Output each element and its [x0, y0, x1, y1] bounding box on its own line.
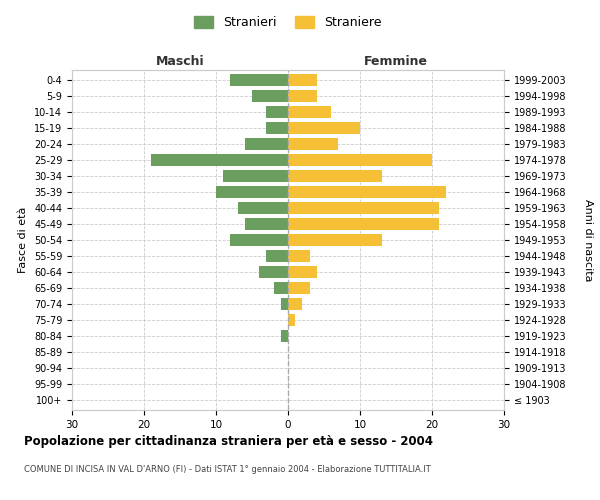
Bar [245, 218, 288, 230]
Bar [245, 138, 288, 150]
Bar [288, 202, 439, 214]
Bar [288, 138, 338, 150]
Bar [281, 330, 288, 342]
Bar [252, 90, 288, 102]
Bar [151, 154, 288, 166]
Bar [288, 74, 317, 86]
Bar [288, 314, 295, 326]
Bar [288, 282, 310, 294]
Y-axis label: Anni di nascita: Anni di nascita [583, 198, 593, 281]
Text: Popolazione per cittadinanza straniera per età e sesso - 2004: Popolazione per cittadinanza straniera p… [24, 435, 433, 448]
Bar [230, 74, 288, 86]
Bar [266, 106, 288, 118]
Bar [288, 154, 432, 166]
Bar [216, 186, 288, 198]
Bar [230, 234, 288, 246]
Bar [288, 266, 317, 278]
Bar [266, 122, 288, 134]
Bar [288, 298, 302, 310]
Bar [288, 122, 360, 134]
Legend: Stranieri, Straniere: Stranieri, Straniere [190, 11, 386, 34]
Bar [281, 298, 288, 310]
Text: Femmine: Femmine [364, 56, 428, 68]
Text: COMUNE DI INCISA IN VAL D'ARNO (FI) - Dati ISTAT 1° gennaio 2004 - Elaborazione : COMUNE DI INCISA IN VAL D'ARNO (FI) - Da… [24, 465, 431, 474]
Bar [288, 234, 382, 246]
Bar [288, 186, 446, 198]
Bar [223, 170, 288, 182]
Bar [259, 266, 288, 278]
Bar [288, 90, 317, 102]
Bar [288, 170, 382, 182]
Bar [238, 202, 288, 214]
Bar [288, 106, 331, 118]
Y-axis label: Fasce di età: Fasce di età [19, 207, 28, 273]
Bar [266, 250, 288, 262]
Bar [288, 218, 439, 230]
Bar [274, 282, 288, 294]
Bar [288, 250, 310, 262]
Text: Maschi: Maschi [155, 56, 205, 68]
